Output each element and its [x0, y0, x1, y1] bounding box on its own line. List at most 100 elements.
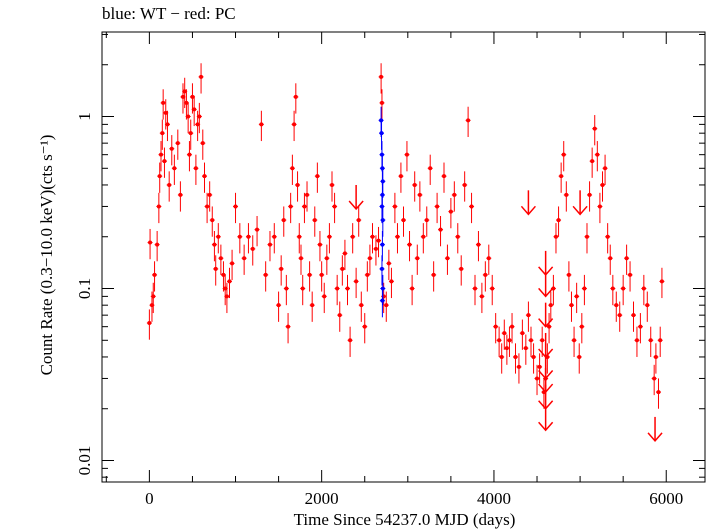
data-point — [380, 218, 385, 223]
data-point — [337, 313, 342, 318]
data-point — [479, 294, 484, 299]
data-point — [192, 107, 197, 112]
data-point — [324, 256, 329, 261]
y-tick-label: 1 — [75, 112, 94, 121]
data-point — [572, 338, 577, 343]
data-point — [486, 256, 491, 261]
data-point — [535, 376, 540, 381]
data-point — [250, 246, 255, 251]
data-point — [327, 234, 332, 239]
data-point — [531, 354, 536, 359]
data-point — [157, 174, 162, 179]
data-point — [497, 338, 502, 343]
data-point — [566, 272, 571, 277]
data-point — [210, 218, 215, 223]
data-point — [380, 298, 385, 303]
data-point — [634, 338, 639, 343]
pc-series — [146, 63, 665, 409]
data-point — [559, 174, 564, 179]
upper-limit-head — [572, 205, 588, 216]
data-point — [556, 218, 561, 223]
data-point — [605, 234, 610, 239]
data-point — [155, 242, 160, 247]
data-point — [631, 313, 636, 318]
data-point — [462, 182, 467, 187]
data-point — [379, 204, 384, 209]
data-point — [386, 261, 391, 266]
data-point — [237, 234, 242, 239]
data-point — [293, 94, 298, 99]
data-point — [255, 227, 260, 232]
data-point — [504, 346, 509, 351]
data-point — [574, 294, 579, 299]
data-point — [195, 122, 200, 127]
data-point — [315, 174, 320, 179]
data-point — [645, 303, 650, 308]
data-point — [340, 266, 345, 271]
data-point — [561, 152, 566, 157]
data-point — [600, 182, 605, 187]
data-point — [160, 131, 165, 136]
data-point — [213, 266, 218, 271]
data-point — [227, 279, 232, 284]
data-point — [193, 166, 198, 171]
data-point — [590, 159, 595, 164]
data-point — [162, 159, 167, 164]
data-point — [577, 354, 582, 359]
data-point — [584, 234, 589, 239]
data-point — [152, 272, 157, 277]
data-point — [476, 242, 481, 247]
data-point — [298, 256, 303, 261]
data-point — [652, 376, 657, 381]
data-point — [188, 131, 193, 136]
data-point — [373, 246, 378, 251]
data-point — [412, 182, 417, 187]
data-point — [370, 234, 375, 239]
data-point — [404, 152, 409, 157]
data-point — [392, 204, 397, 209]
plot-axes — [101, 31, 706, 483]
data-point — [459, 266, 464, 271]
data-point — [431, 272, 436, 277]
data-point — [452, 192, 457, 197]
data-point — [199, 74, 204, 79]
data-point — [466, 118, 471, 123]
data-point — [379, 100, 384, 105]
data-point — [502, 331, 507, 336]
data-point — [147, 321, 152, 326]
plot-frame — [101, 31, 706, 483]
data-point — [342, 251, 347, 256]
data-point — [151, 294, 156, 299]
data-point — [159, 152, 164, 157]
data-point — [317, 242, 322, 247]
data-point — [167, 182, 172, 187]
data-point — [246, 234, 251, 239]
data-point — [356, 218, 361, 223]
data-point — [389, 279, 394, 284]
data-point — [595, 152, 600, 157]
data-point — [290, 166, 295, 171]
data-point — [658, 338, 663, 343]
data-point — [493, 324, 498, 329]
data-point — [608, 256, 613, 261]
data-point — [441, 174, 446, 179]
data-point — [223, 286, 228, 291]
data-point — [490, 286, 495, 291]
data-point — [513, 354, 518, 359]
data-point — [417, 192, 422, 197]
data-point — [288, 204, 293, 209]
data-point — [597, 204, 602, 209]
data-point — [507, 338, 512, 343]
data-point — [438, 227, 443, 232]
data-point — [424, 218, 429, 223]
upper-limit-head — [348, 200, 364, 211]
x-axis-label: Time Since 54237.0 MJD (days) — [293, 510, 516, 529]
data-point — [182, 89, 187, 94]
data-point — [362, 324, 367, 329]
data-point — [322, 294, 327, 299]
data-point — [224, 294, 229, 299]
data-point — [469, 204, 474, 209]
data-point — [354, 279, 359, 284]
x-tick-label: 2000 — [305, 489, 339, 508]
